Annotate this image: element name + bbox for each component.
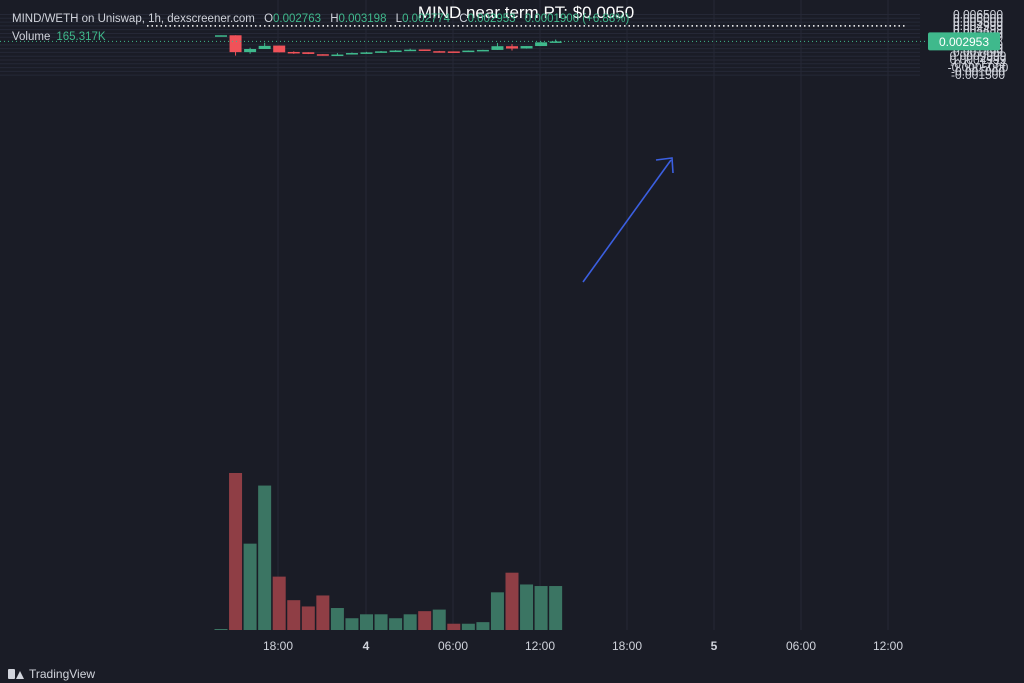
- volume-bar: [330, 608, 344, 630]
- volume-bar: [520, 584, 534, 630]
- volume-bar: [432, 609, 446, 630]
- candle-body: [360, 52, 373, 54]
- x-tick-label: 06:00: [786, 639, 816, 653]
- volume-bar: [447, 623, 461, 630]
- open-value: 0.002763: [273, 13, 321, 25]
- candle-body: [462, 50, 475, 53]
- volume-bar: [316, 595, 330, 630]
- candle-body: [389, 50, 402, 53]
- current-price-label: 0.002953: [939, 35, 989, 49]
- high-label: H: [330, 13, 339, 25]
- y-tick-label: 0.006000: [953, 11, 1003, 25]
- tradingview-logo-icon: [8, 669, 24, 679]
- candle-body: [535, 42, 548, 47]
- volume-bar: [389, 618, 403, 630]
- volume-bar: [403, 614, 417, 630]
- x-tick-label: 5: [711, 639, 718, 653]
- x-tick-label: 12:00: [873, 639, 903, 653]
- candle-body: [244, 49, 257, 53]
- volume-bar: [301, 606, 315, 630]
- volume-bar: [287, 600, 301, 630]
- volume-bar: [272, 576, 286, 630]
- y-tick-label: 0.0004999: [950, 53, 1007, 67]
- candle-body: [491, 46, 504, 50]
- y-tick-label: -0.0₁₇1734: [950, 57, 1006, 71]
- y-tick-label: 0.006500: [953, 8, 1003, 22]
- candle-body: [418, 49, 431, 51]
- candle-body: [404, 49, 417, 52]
- candle-body: [258, 45, 271, 50]
- volume-bar: [476, 622, 490, 630]
- high-value: 0.003198: [338, 13, 387, 25]
- volume-bar: [418, 611, 432, 630]
- candle-body: [375, 51, 388, 53]
- candle-body: [331, 54, 344, 57]
- volume-bar: [534, 586, 548, 630]
- candle-body: [229, 35, 242, 53]
- candle-body: [316, 54, 329, 56]
- candle-body: [302, 52, 315, 54]
- target-label: MIND near term PT: $0.0050: [418, 3, 634, 22]
- volume-bar: [505, 572, 519, 630]
- candle-body: [215, 35, 227, 37]
- candle-body: [345, 53, 358, 55]
- candle-body: [506, 46, 518, 49]
- tradingview-brand[interactable]: TradingView: [8, 667, 95, 681]
- volume-bar: [360, 614, 373, 630]
- close-value: 0.002953: [467, 13, 516, 25]
- y-tick-label: 0.004999: [953, 19, 1003, 33]
- volume-bar: [229, 473, 243, 630]
- volume-bar: [549, 586, 563, 630]
- y-tick-label: -0.001500: [951, 68, 1005, 82]
- volume-bar: [214, 629, 228, 630]
- candle-body: [447, 51, 460, 53]
- tradingview-label: TradingView: [29, 667, 96, 681]
- volume-label: Volume: [12, 31, 51, 43]
- volume-bar: [243, 543, 257, 630]
- volume-bar: [345, 618, 359, 630]
- candle-body: [549, 41, 562, 43]
- symbol-label: MIND/WETH on Uniswap, 1h, dexscreener.co…: [12, 13, 255, 25]
- x-tick-label: 06:00: [438, 639, 468, 653]
- projection-arrow-head: [655, 157, 674, 174]
- candle-body: [476, 49, 489, 52]
- x-tick-label: 18:00: [263, 639, 293, 653]
- legend-row-volume: Volume 165.317K: [12, 28, 635, 46]
- candle-body: [433, 51, 446, 53]
- x-tick-label: 4: [363, 639, 370, 653]
- current-price-tag: [928, 32, 1000, 51]
- legend-row-ohlc: MIND/WETH on Uniswap, 1h, dexscreener.co…: [12, 10, 635, 28]
- change-value: 0.0001900 (+6.88%): [524, 13, 630, 25]
- volume-value: 165.317K: [56, 31, 106, 43]
- candle-body: [273, 45, 286, 53]
- candle-body: [287, 51, 300, 54]
- low-label: L: [395, 13, 403, 25]
- volume-bar: [461, 623, 475, 630]
- y-tick-label: -0.001000: [951, 64, 1005, 78]
- close-label: C: [459, 13, 468, 25]
- x-tick-label: 12:00: [525, 639, 555, 653]
- candle-body: [520, 46, 533, 49]
- volume-bar: [258, 485, 272, 630]
- volume-bar: [490, 592, 504, 630]
- volume-bar: [374, 614, 388, 630]
- y-tick-label: 0.0009999: [950, 49, 1007, 63]
- legend: MIND/WETH on Uniswap, 1h, dexscreener.co…: [12, 10, 635, 46]
- y-tick-label: -0.0005000: [948, 61, 1009, 75]
- open-label: O: [264, 13, 274, 25]
- projection-arrow: [582, 159, 672, 283]
- x-tick-label: 18:00: [612, 639, 642, 653]
- y-tick-label: 0.005500: [953, 15, 1003, 29]
- low-value: 0.002774: [402, 13, 451, 25]
